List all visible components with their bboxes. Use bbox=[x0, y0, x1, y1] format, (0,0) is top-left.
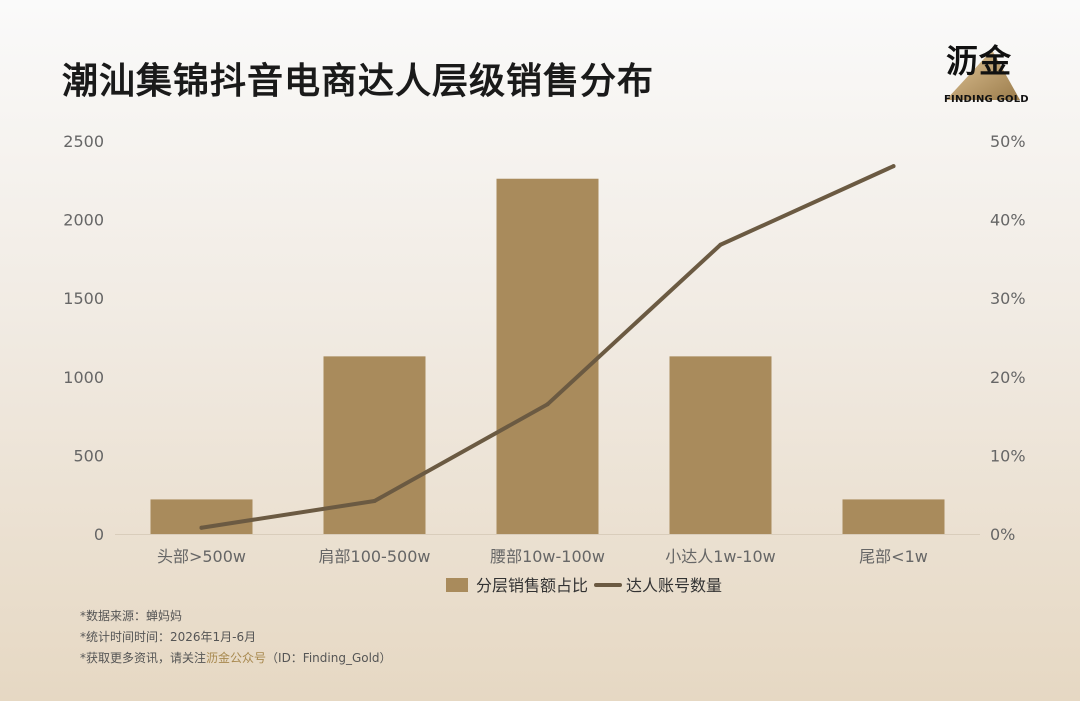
y-left-tick-label: 500 bbox=[73, 446, 104, 465]
y-right-tick-label: 0% bbox=[990, 525, 1015, 544]
y-left-tick-label: 1500 bbox=[63, 289, 104, 308]
legend-line-label: 达人账号数量 bbox=[626, 576, 722, 595]
y-right-tick-label: 30% bbox=[990, 289, 1026, 308]
footnote-source: *数据来源：蝉妈妈 bbox=[80, 609, 183, 623]
legend-bar-label: 分层销售额占比 bbox=[476, 576, 588, 595]
y-right-tick-label: 10% bbox=[990, 446, 1026, 465]
y-left-tick-label: 1000 bbox=[63, 368, 104, 387]
footnote-period: *统计时间时间：2026年1月-6月 bbox=[80, 630, 257, 644]
footnote-more: *获取更多资讯，请关注沥金公众号（ID：Finding_Gold） bbox=[80, 648, 392, 669]
footnote-more-suffix: （ID：Finding_Gold） bbox=[266, 651, 392, 665]
line-point bbox=[891, 164, 896, 169]
y-right-tick-label: 50% bbox=[990, 132, 1026, 151]
y-left-tick-label: 0 bbox=[94, 525, 104, 544]
legend-bar-swatch bbox=[446, 578, 468, 592]
line-point bbox=[199, 525, 204, 530]
bar bbox=[842, 499, 945, 534]
x-tick-label: 头部>500w bbox=[157, 547, 246, 566]
x-tick-label: 小达人1w-10w bbox=[665, 547, 776, 566]
logo-triangle-icon bbox=[946, 50, 1020, 100]
x-tick-label: 尾部<1w bbox=[859, 547, 928, 566]
logo-text: 沥金 bbox=[946, 42, 1013, 80]
y-right-tick-label: 20% bbox=[990, 368, 1026, 387]
brand-logo: 沥金 FINDING GOLD bbox=[940, 36, 1030, 108]
y-right-tick-label: 40% bbox=[990, 211, 1026, 230]
footnote-more-prefix: *获取更多资讯，请关注 bbox=[80, 651, 207, 665]
x-tick-label: 腰部10w-100w bbox=[490, 547, 605, 566]
footnote-more-highlight: 沥金公众号 bbox=[206, 651, 267, 665]
bar bbox=[669, 356, 772, 534]
x-tick-label: 肩部100-500w bbox=[319, 547, 431, 566]
y-left-tick-label: 2000 bbox=[63, 211, 104, 230]
logo-subtext: FINDING GOLD bbox=[944, 94, 1029, 105]
line-point bbox=[372, 498, 377, 503]
line-point bbox=[718, 242, 723, 247]
page-title: 潮汕集锦抖音电商达人层级销售分布 bbox=[62, 61, 655, 102]
y-left-tick-label: 2500 bbox=[63, 132, 104, 151]
bar bbox=[496, 178, 599, 534]
line-point bbox=[545, 402, 550, 407]
footnotes: *数据来源：蝉妈妈 *统计时间时间：2026年1月-6月 *获取更多资讯，请关注… bbox=[80, 606, 392, 669]
